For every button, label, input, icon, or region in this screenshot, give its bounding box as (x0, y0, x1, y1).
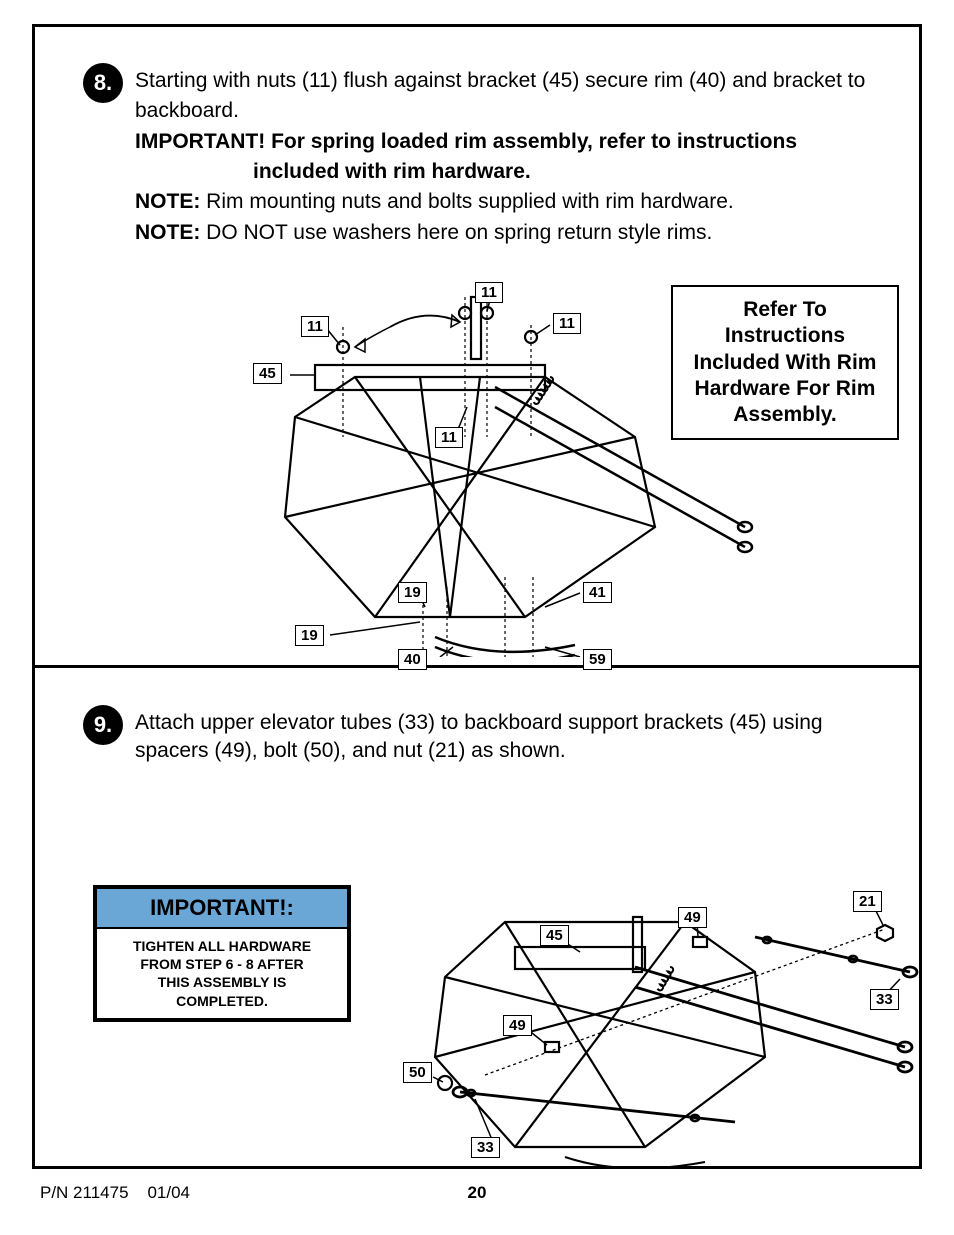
step8-note1-prefix: NOTE: (135, 190, 200, 213)
label-49: 49 (503, 1015, 532, 1036)
important-body: TIGHTEN ALL HARDWARE FROM STEP 6 - 8 AFT… (97, 929, 347, 1018)
diagram-step-8: 11 11 11 11 45 19 19 40 41 59 (235, 267, 795, 657)
label-59: 59 (583, 649, 612, 670)
label-19: 19 (398, 582, 427, 603)
footer-page-number: 20 (32, 1183, 922, 1203)
important-header: IMPORTANT!: (97, 889, 347, 929)
label-21: 21 (853, 891, 882, 912)
label-45: 45 (253, 363, 282, 384)
label-11: 11 (301, 316, 329, 337)
label-11: 11 (435, 427, 463, 448)
page: 8. Starting with nuts (11) flush against… (0, 0, 954, 1235)
label-11: 11 (475, 282, 503, 303)
important-l4: COMPLETED. (107, 992, 337, 1010)
important-callout-box: IMPORTANT!: TIGHTEN ALL HARDWARE FROM ST… (93, 885, 351, 1022)
label-33: 33 (471, 1137, 500, 1158)
label-19: 19 (295, 625, 324, 646)
label-45: 45 (540, 925, 569, 946)
label-41: 41 (583, 582, 612, 603)
step-8-text: Starting with nuts (11) flush against br… (135, 67, 935, 249)
step8-line1: Starting with nuts (11) flush against br… (135, 69, 865, 92)
step8-note2: DO NOT use washers here on spring return… (200, 221, 712, 244)
diagram-9-svg (415, 867, 925, 1167)
content-border: 8. Starting with nuts (11) flush against… (32, 24, 922, 1169)
label-50: 50 (403, 1062, 432, 1083)
step8-important-prefix: IMPORTANT! (135, 130, 265, 153)
step-8-badge: 8. (83, 63, 123, 103)
diagram-step-9: 45 49 49 50 33 33 21 (415, 867, 925, 1167)
step8-important-l1: For spring loaded rim assembly, refer to… (265, 130, 797, 153)
step-9-text: Attach upper elevator tubes (33) to back… (135, 709, 915, 766)
step8-note2-prefix: NOTE: (135, 221, 200, 244)
step-9-number: 9. (94, 712, 112, 738)
important-l3: THIS ASSEMBLY IS (107, 973, 337, 991)
step-8-number: 8. (94, 70, 112, 96)
section-divider (35, 665, 919, 668)
step8-line2: backboard. (135, 99, 239, 122)
label-11: 11 (553, 313, 581, 334)
important-l2: FROM STEP 6 - 8 AFTER (107, 955, 337, 973)
label-40: 40 (398, 649, 427, 670)
step9-line2: spacers (49), bolt (50), and nut (21) as… (135, 739, 566, 762)
step-9-badge: 9. (83, 705, 123, 745)
step8-note1: Rim mounting nuts and bolts supplied wit… (200, 190, 733, 213)
step8-important-l2: included with rim hardware. (253, 160, 531, 183)
label-33: 33 (870, 989, 899, 1010)
label-49: 49 (678, 907, 707, 928)
step9-line1: Attach upper elevator tubes (33) to back… (135, 711, 823, 734)
important-l1: TIGHTEN ALL HARDWARE (107, 937, 337, 955)
